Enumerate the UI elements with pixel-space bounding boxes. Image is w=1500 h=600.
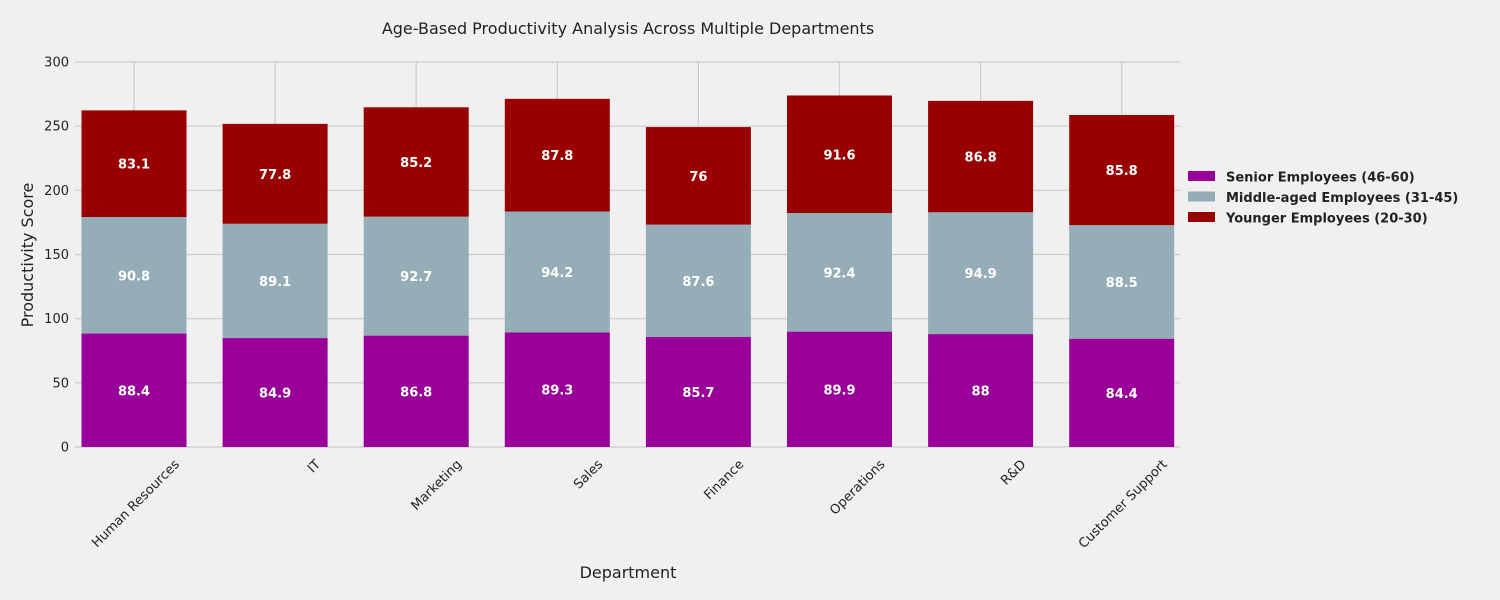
legend-label: Younger Employees (20-30) — [1225, 212, 1428, 227]
bar-value-label: 84.9 — [259, 387, 291, 402]
legend-swatch — [1188, 171, 1215, 181]
bar-value-label: 84.4 — [1106, 387, 1138, 402]
bar-segment — [787, 95, 892, 214]
bar-value-label: 85.7 — [682, 386, 714, 401]
x-axis-label: Department — [580, 563, 677, 582]
bar-value-label: 92.7 — [400, 270, 432, 285]
bar-segment — [928, 334, 1034, 447]
bar-segment — [81, 110, 187, 218]
y-tick-label: 200 — [44, 184, 69, 199]
bar-value-label: 86.8 — [400, 385, 432, 400]
bars-layer — [81, 95, 1175, 447]
x-tick-label: Marketing — [409, 457, 465, 513]
legend-label: Senior Employees (46-60) — [1226, 171, 1415, 186]
bar-value-label: 89.1 — [259, 275, 291, 290]
y-tick-label: 0 — [61, 441, 69, 456]
bar-value-label: 83.1 — [118, 158, 150, 173]
y-tick-label: 250 — [44, 120, 69, 135]
bar-value-label: 90.8 — [118, 269, 150, 284]
x-tick-label: Sales — [571, 457, 606, 492]
bar-value-label: 87.8 — [541, 149, 573, 164]
bar-segment — [363, 335, 469, 447]
bar-value-label: 91.6 — [823, 148, 855, 163]
legend-swatch — [1188, 212, 1215, 222]
bar-value-label: 85.8 — [1106, 164, 1138, 179]
bar-value-label: 88.4 — [118, 384, 150, 399]
bar-value-label: 94.2 — [541, 266, 573, 281]
bar-segment — [504, 332, 610, 447]
bar-segment — [81, 333, 187, 447]
bar-segment — [1069, 225, 1175, 339]
bar-segment — [81, 217, 187, 334]
x-tick-label: Customer Support — [1076, 457, 1171, 552]
bar-segment — [222, 223, 328, 339]
bar-value-label: 77.8 — [259, 168, 291, 183]
bar-value-label: 88 — [972, 385, 990, 400]
bar-segment — [928, 100, 1034, 213]
y-tick-label: 100 — [44, 312, 69, 327]
bar-segment — [645, 224, 751, 338]
bar-segment — [222, 123, 328, 224]
x-tick-label: R&D — [998, 457, 1029, 488]
bar-segment — [1069, 338, 1175, 447]
bar-segment — [363, 216, 469, 336]
chart-title: Age-Based Productivity Analysis Across M… — [382, 19, 874, 38]
bar-segment — [645, 337, 751, 447]
bar-segment — [222, 338, 328, 447]
x-tick-label: Operations — [827, 457, 888, 518]
bar-segment — [645, 127, 751, 225]
y-tick-label: 300 — [44, 56, 69, 71]
y-tick-label: 150 — [44, 248, 69, 263]
bar-value-label: 89.9 — [823, 383, 855, 398]
bar-segment — [928, 212, 1034, 335]
bar-value-label: 87.6 — [682, 275, 714, 290]
legend-label: Middle-aged Employees (31-45) — [1226, 191, 1458, 206]
legend: Senior Employees (46-60) Middle-aged Empl… — [1188, 171, 1458, 227]
x-tick-label: Finance — [701, 457, 747, 503]
bar-value-label: 86.8 — [965, 151, 997, 166]
bar-value-label: 88.5 — [1106, 276, 1138, 291]
bar-segment — [363, 107, 469, 217]
bar-value-label: 76 — [689, 170, 707, 185]
bar-value-label: 94.9 — [965, 267, 997, 282]
bar-segment — [504, 211, 610, 333]
x-axis-ticks: Human Resources IT Marketing Sales Finance Op… — [89, 457, 1170, 552]
y-axis-label: Productivity Score — [18, 183, 37, 328]
bar-segment — [1069, 115, 1175, 226]
legend-swatch — [1188, 191, 1215, 202]
bar-value-label: 85.2 — [400, 156, 432, 171]
bar-segment — [504, 98, 610, 212]
bar-segment — [787, 213, 892, 332]
x-tick-label: Human Resources — [89, 457, 183, 551]
bar-value-label: 89.3 — [541, 384, 573, 399]
bar-value-label: 92.4 — [823, 266, 855, 281]
y-tick-label: 50 — [52, 376, 69, 391]
x-tick-label: IT — [305, 457, 324, 476]
bar-labels-layer: 88.4 90.8 83.1 84.9 89.1 77.8 86.8 92.7 85.2 89.3… — [118, 148, 1138, 402]
y-axis-ticks: 0 50 100 150 200 250 300 — [44, 56, 69, 456]
bar-segment — [787, 331, 892, 447]
